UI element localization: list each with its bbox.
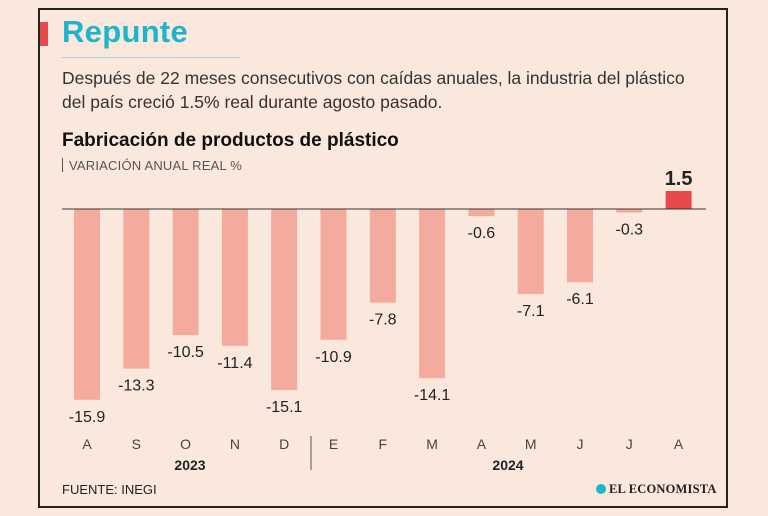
data-label-1: -13.3 [118, 378, 155, 395]
data-label-10: -6.1 [566, 291, 594, 308]
x-tick-label-5: E [329, 436, 338, 452]
source-note: FUENTE: INEGI [62, 482, 157, 497]
x-tick-label-6: F [379, 436, 388, 452]
bar-7 [419, 209, 446, 379]
brand-name: EL ECONOMISTA [609, 482, 717, 496]
x-tick-label-2: O [180, 436, 191, 452]
x-tick-label-0: A [82, 436, 92, 452]
x-tick-label-8: A [477, 436, 487, 452]
x-tick-label-12: A [674, 436, 684, 452]
title-accent-bar [40, 22, 48, 46]
brand-icon [596, 484, 606, 494]
chart-unit-label: VARIACIÓN ANUAL REAL % [62, 158, 242, 173]
year-label-2023: 2023 [174, 457, 205, 473]
chart-frame [38, 8, 728, 508]
year-label-2024: 2024 [492, 457, 523, 473]
data-label-5: -10.9 [315, 349, 352, 366]
bar-6 [369, 209, 396, 303]
data-label-11: -0.3 [616, 222, 644, 239]
x-tick-label-4: D [279, 436, 289, 452]
x-tick-label-3: N [230, 436, 240, 452]
bar-9 [517, 209, 544, 295]
bar-11 [616, 209, 643, 213]
chart-title: Fabricación de productos de plástico [62, 130, 399, 151]
bar-1 [123, 209, 150, 369]
data-label-6: -7.8 [369, 312, 397, 329]
data-label-2: -10.5 [167, 344, 204, 361]
data-label-4: -15.1 [266, 399, 303, 416]
bar-2 [172, 209, 199, 335]
page-subtitle: Después de 22 meses consecutivos con caí… [62, 68, 685, 112]
x-tick-label-10: J [577, 436, 584, 452]
bar-4 [271, 209, 298, 391]
chart-unit-text: VARIACIÓN ANUAL REAL % [69, 158, 242, 173]
x-tick-label-11: J [626, 436, 633, 452]
bar-12 [665, 191, 692, 209]
data-label-12: 1.5 [665, 168, 693, 190]
data-label-8: -0.6 [468, 225, 496, 242]
unit-label-divider [62, 158, 63, 172]
data-label-3: -11.4 [217, 355, 252, 372]
bar-3 [221, 209, 248, 346]
bar-10 [567, 209, 593, 283]
bar-8 [468, 209, 495, 217]
x-tick-label-9: M [525, 436, 537, 452]
bar-5 [320, 209, 347, 340]
page-title: Repunte [62, 14, 189, 49]
data-label-7: -14.1 [414, 387, 451, 404]
x-tick-label-7: M [426, 436, 438, 452]
bar-0 [74, 209, 100, 400]
data-label-0: -15.9 [69, 409, 106, 426]
brand-logo: EL ECONOMISTA [596, 482, 717, 497]
data-label-9: -7.1 [517, 303, 545, 320]
x-tick-label-1: S [132, 436, 141, 452]
title-underline [62, 57, 240, 58]
